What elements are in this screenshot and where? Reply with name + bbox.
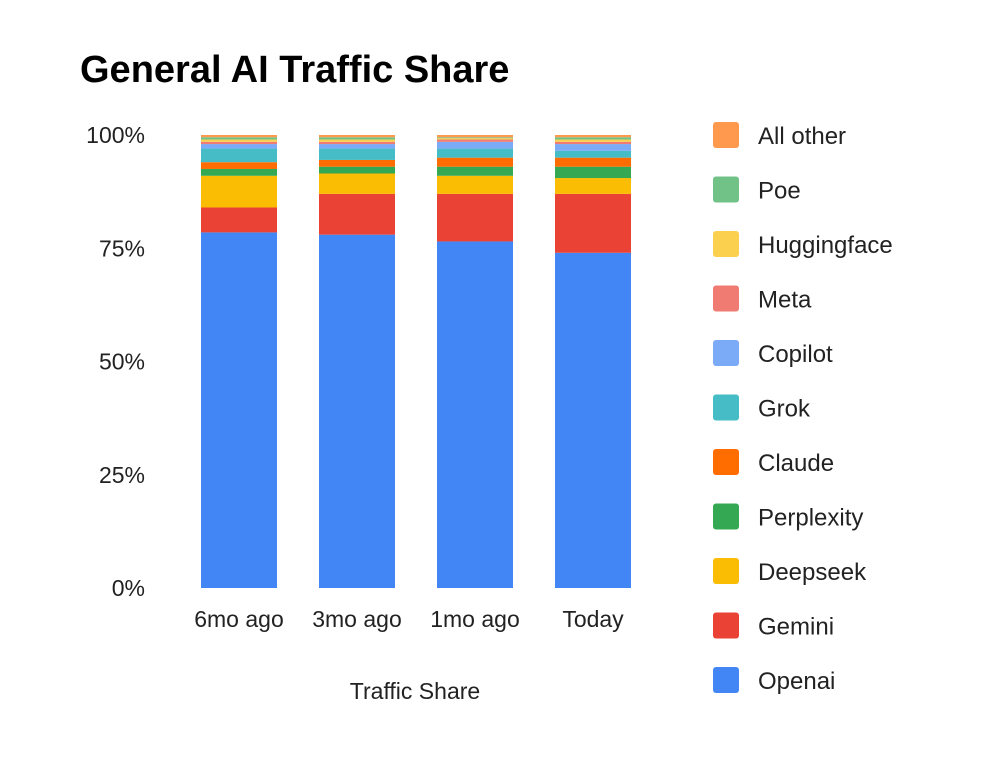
bar-segment-poe (555, 137, 631, 140)
legend-label: Perplexity (758, 505, 863, 532)
bar-segment-all-other (555, 135, 631, 138)
bar-segment-copilot (437, 141, 513, 149)
x-tick-label: 6mo ago (194, 606, 284, 632)
bar-segment-claude (319, 159, 395, 167)
bar-segment-perplexity (437, 166, 513, 176)
bar-segment-all-other (437, 135, 513, 138)
bar-segment-poe (319, 137, 395, 140)
legend-label: Meta (758, 287, 812, 314)
bar-segment-deepseek (201, 175, 277, 208)
bar-segment-poe (201, 137, 277, 140)
y-tick-label: 100% (86, 122, 145, 148)
legend-swatch (713, 285, 739, 312)
bar-segment-openai (319, 234, 395, 588)
bar-segment-huggingface (555, 139, 631, 142)
bar-segment-claude (201, 162, 277, 169)
bar-segment-huggingface (201, 139, 277, 142)
legend-item: Deepseek (713, 558, 867, 586)
bar-segment-deepseek (555, 178, 631, 194)
bar-segment-huggingface (437, 138, 513, 140)
legend-item: Huggingface (713, 231, 893, 259)
bar-segment-gemini (201, 207, 277, 233)
legend-swatch (713, 231, 739, 257)
y-axis: 0% 25% 50% 75% 100% (86, 122, 145, 601)
legend-item: Copilot (713, 340, 833, 368)
legend-swatch (713, 340, 739, 366)
bar-segment-all-other (201, 135, 277, 138)
y-tick-label: 75% (99, 235, 145, 261)
x-tick-label: Today (562, 606, 624, 632)
legend-swatch (713, 667, 739, 693)
legend-item: Meta (713, 285, 812, 314)
bar-segment-claude (437, 157, 513, 167)
bar-segment-copilot (555, 144, 631, 151)
legend-item: Gemini (713, 612, 834, 641)
legend-swatch (713, 558, 739, 584)
bar-stack (319, 135, 395, 588)
bar-segment-openai (437, 241, 513, 588)
bar-segment-grok (555, 150, 631, 158)
legend-swatch (713, 176, 739, 203)
y-tick-label: 50% (99, 349, 145, 375)
legend-item: Openai (713, 667, 835, 695)
legend-item: All other (713, 122, 846, 150)
legend-label: Claude (758, 450, 834, 477)
y-tick-label: 0% (112, 575, 145, 601)
legend-label: Copilot (758, 341, 833, 368)
x-axis-title: Traffic Share (350, 678, 480, 704)
legend-label: Poe (758, 178, 801, 205)
bars-group (201, 135, 631, 588)
bar-segment-grok (437, 148, 513, 158)
bar-segment-copilot (319, 144, 395, 149)
bar-segment-all-other (319, 135, 395, 138)
bar-segment-gemini (555, 193, 631, 253)
bar-segment-claude (555, 157, 631, 167)
bar-segment-meta (319, 141, 395, 145)
legend-item: Grok (713, 394, 811, 423)
bar-segment-meta (555, 141, 631, 145)
legend-label: Deepseek (758, 559, 867, 586)
bar-stack (201, 135, 277, 588)
legend-swatch (713, 449, 739, 475)
bar-segment-perplexity (201, 168, 277, 176)
bar-segment-poe (437, 137, 513, 139)
bar-segment-gemini (437, 193, 513, 242)
bar-segment-meta (201, 141, 277, 145)
bar-segment-deepseek (437, 175, 513, 194)
legend-label: Openai (758, 668, 835, 695)
legend-swatch (713, 394, 739, 421)
x-tick-label: 1mo ago (430, 606, 520, 632)
legend-swatch (713, 503, 739, 530)
legend-label: Grok (758, 396, 811, 423)
bar-segment-grok (201, 148, 277, 163)
bar-segment-gemini (319, 193, 395, 235)
chart-title: General AI Traffic Share (80, 49, 509, 91)
bar-stack (555, 135, 631, 588)
legend-item: Perplexity (713, 503, 863, 532)
legend-item: Poe (713, 176, 801, 205)
legend-label: Gemini (758, 614, 834, 641)
x-tick-label: 3mo ago (312, 606, 402, 632)
bar-segment-meta (437, 139, 513, 142)
legend-label: Huggingface (758, 232, 893, 259)
x-axis: 6mo ago 3mo ago 1mo ago Today (194, 606, 624, 632)
bar-segment-huggingface (319, 139, 395, 142)
legend-swatch (713, 612, 739, 639)
bar-stack (437, 135, 513, 588)
bar-segment-openai (201, 232, 277, 588)
bar-segment-grok (319, 148, 395, 160)
bar-segment-copilot (201, 144, 277, 149)
bar-segment-perplexity (319, 166, 395, 174)
bar-segment-deepseek (319, 173, 395, 194)
legend-label: All other (758, 123, 846, 150)
legend: All other Poe Huggingface Meta Copilot Grok Cl… (713, 122, 893, 695)
bar-segment-perplexity (555, 166, 631, 179)
y-tick-label: 25% (99, 462, 145, 488)
legend-swatch (713, 122, 739, 148)
bar-segment-openai (555, 252, 631, 588)
legend-item: Claude (713, 449, 834, 477)
